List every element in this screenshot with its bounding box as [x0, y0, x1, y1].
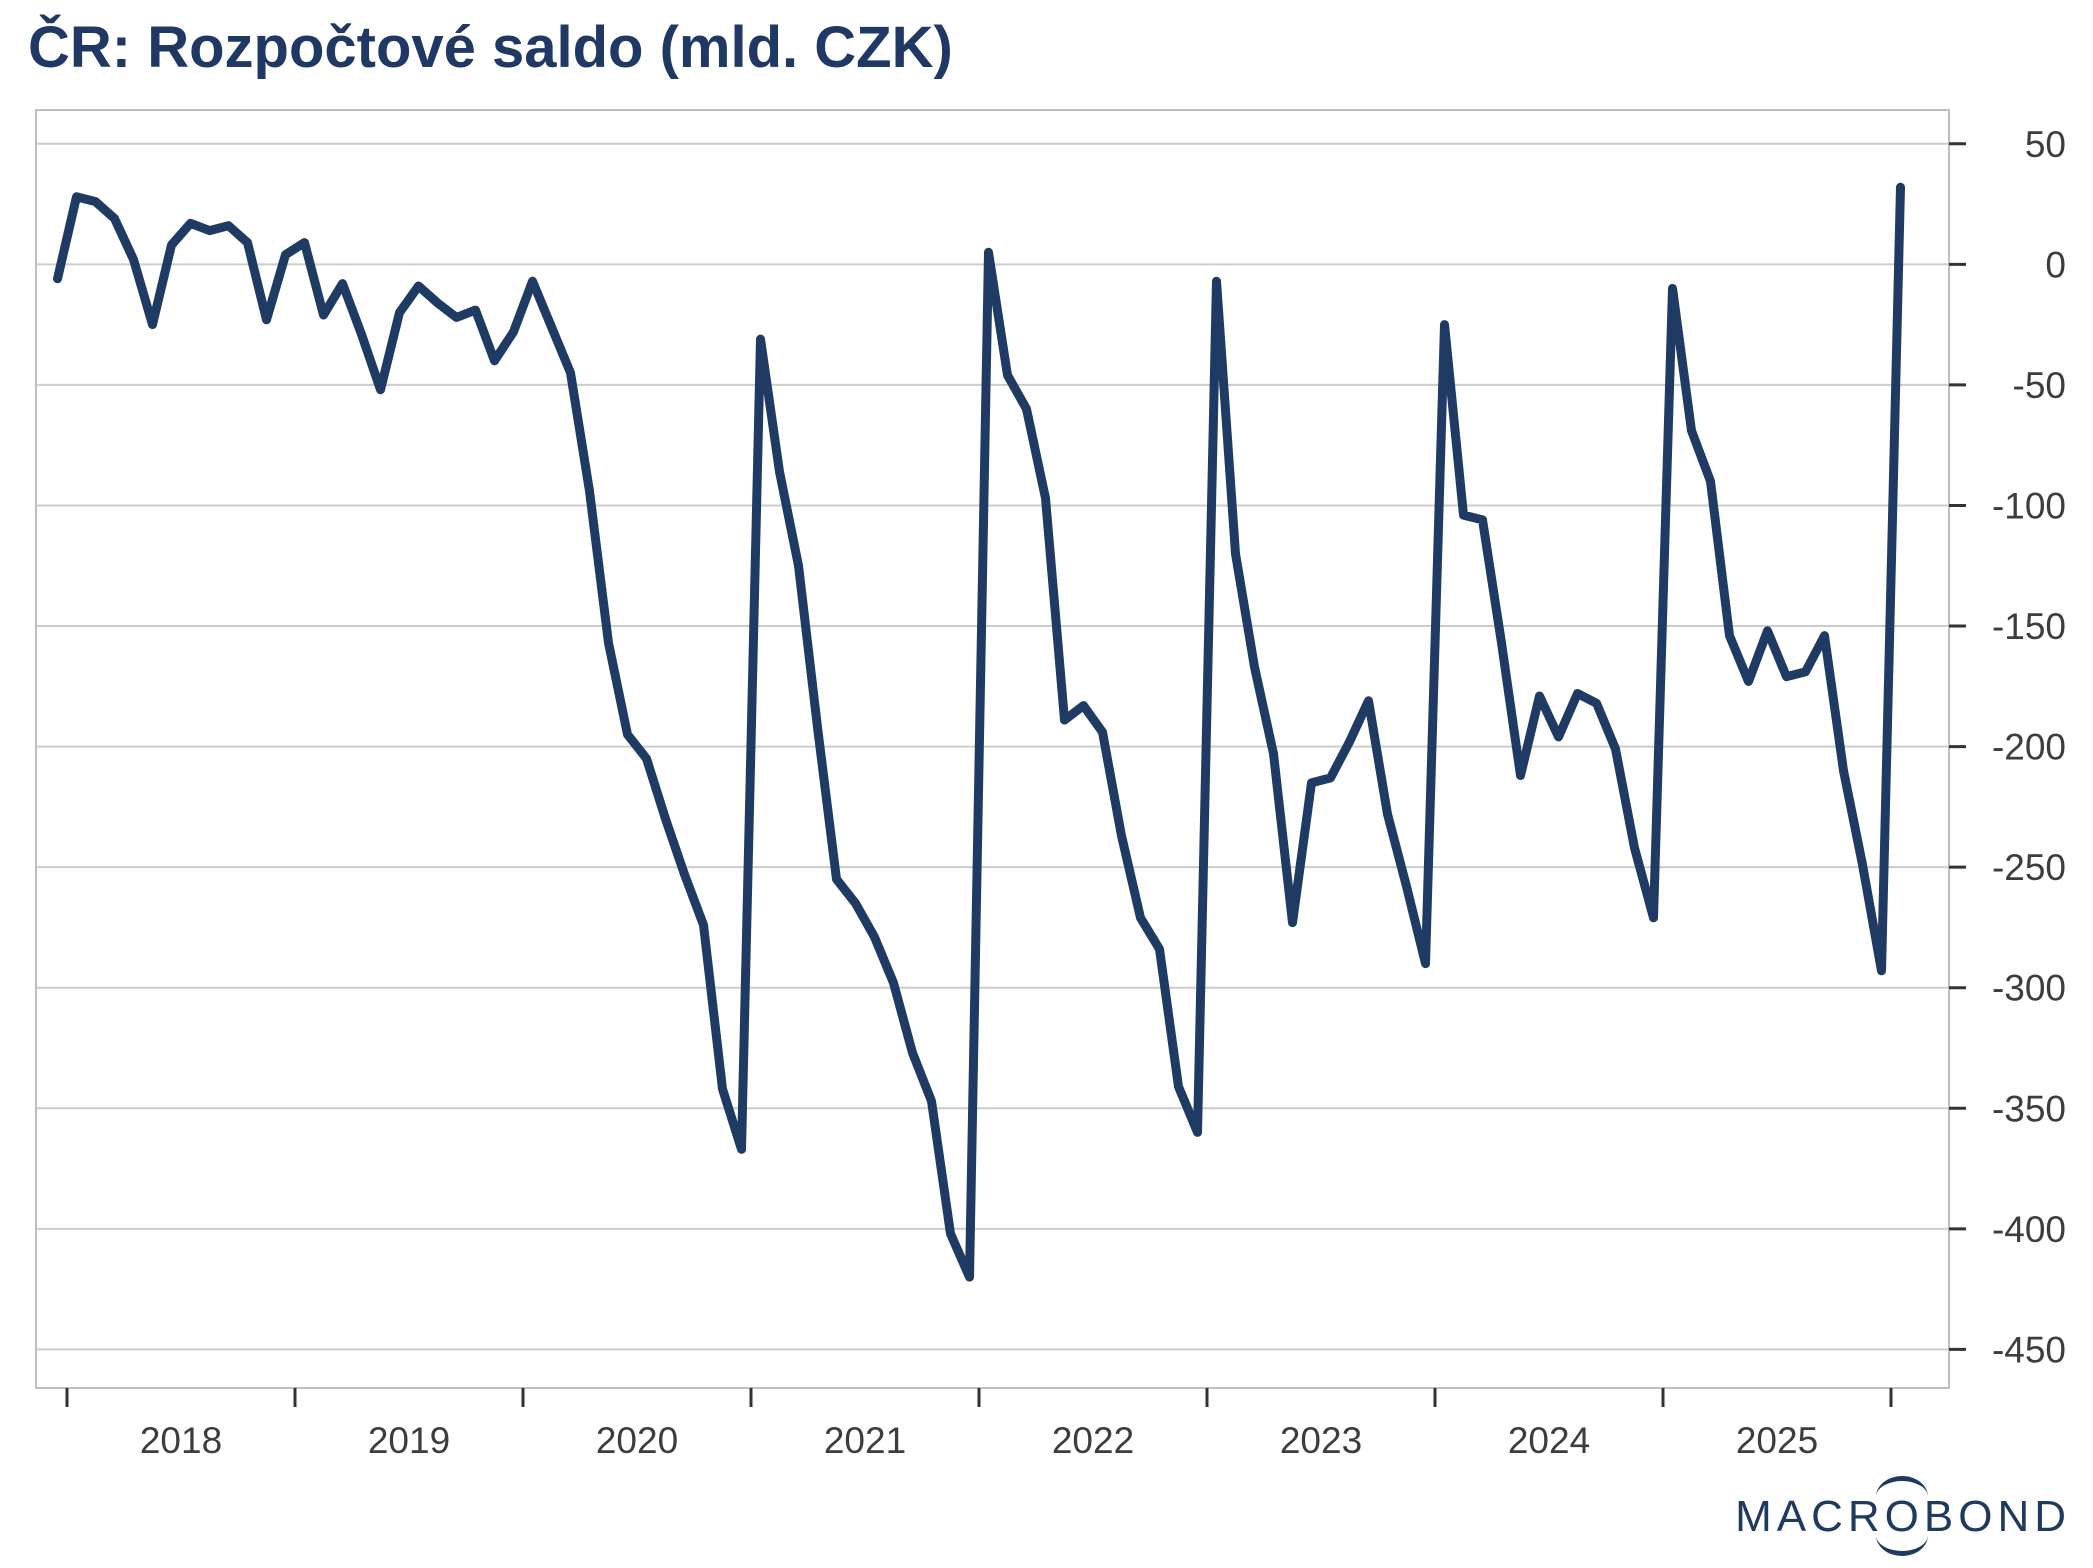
macrobond-logo: MACROBOND [1735, 1476, 2071, 1556]
y-axis-tick-label: -400 [1992, 1209, 2066, 1250]
y-axis-tick-label: -250 [1992, 847, 2066, 888]
x-axis-year-label: 2018 [140, 1420, 222, 1461]
axis-ticks [65, 142, 1966, 1407]
y-axis-tick-label: 0 [2045, 244, 2066, 285]
x-axis-year-label: 2025 [1736, 1420, 1818, 1461]
x-axis-year-label: 2019 [368, 1420, 450, 1461]
chart-title: ČR: Rozpočtové saldo (mld. CZK) [28, 15, 953, 80]
macrobond-logo-text: MACR [1735, 1492, 1885, 1541]
y-axis-tick-label: -150 [1992, 606, 2066, 647]
y-axis-tick-label: -100 [1992, 485, 2066, 526]
y-axis-tick-label: -450 [1992, 1329, 2066, 1370]
y-axis-tick-label: -350 [1992, 1088, 2066, 1129]
macrobond-logo-o-icon: O [1875, 1476, 1928, 1556]
axis-labels: 50 0 -50 -100 -150 -200 -250 -300 -350 -400 -450 20… [140, 124, 2066, 1461]
x-axis-year-label: 2023 [1280, 1420, 1362, 1461]
y-axis-tick-label: -50 [2013, 365, 2066, 406]
y-axis-tick-label: -200 [1992, 727, 2066, 768]
x-axis-year-label: 2021 [824, 1420, 906, 1461]
data-series-line [53, 182, 1905, 1282]
macrobond-logo-text: BOND [1923, 1492, 2071, 1541]
plot-frame [35, 109, 1950, 1389]
x-axis-year-label: 2022 [1052, 1420, 1134, 1461]
x-axis-year-label: 2024 [1508, 1420, 1590, 1461]
y-axis-tick-label: -300 [1992, 968, 2066, 1009]
y-axis-tick-label: 50 [2025, 124, 2066, 165]
x-axis-year-label: 2020 [596, 1420, 678, 1461]
